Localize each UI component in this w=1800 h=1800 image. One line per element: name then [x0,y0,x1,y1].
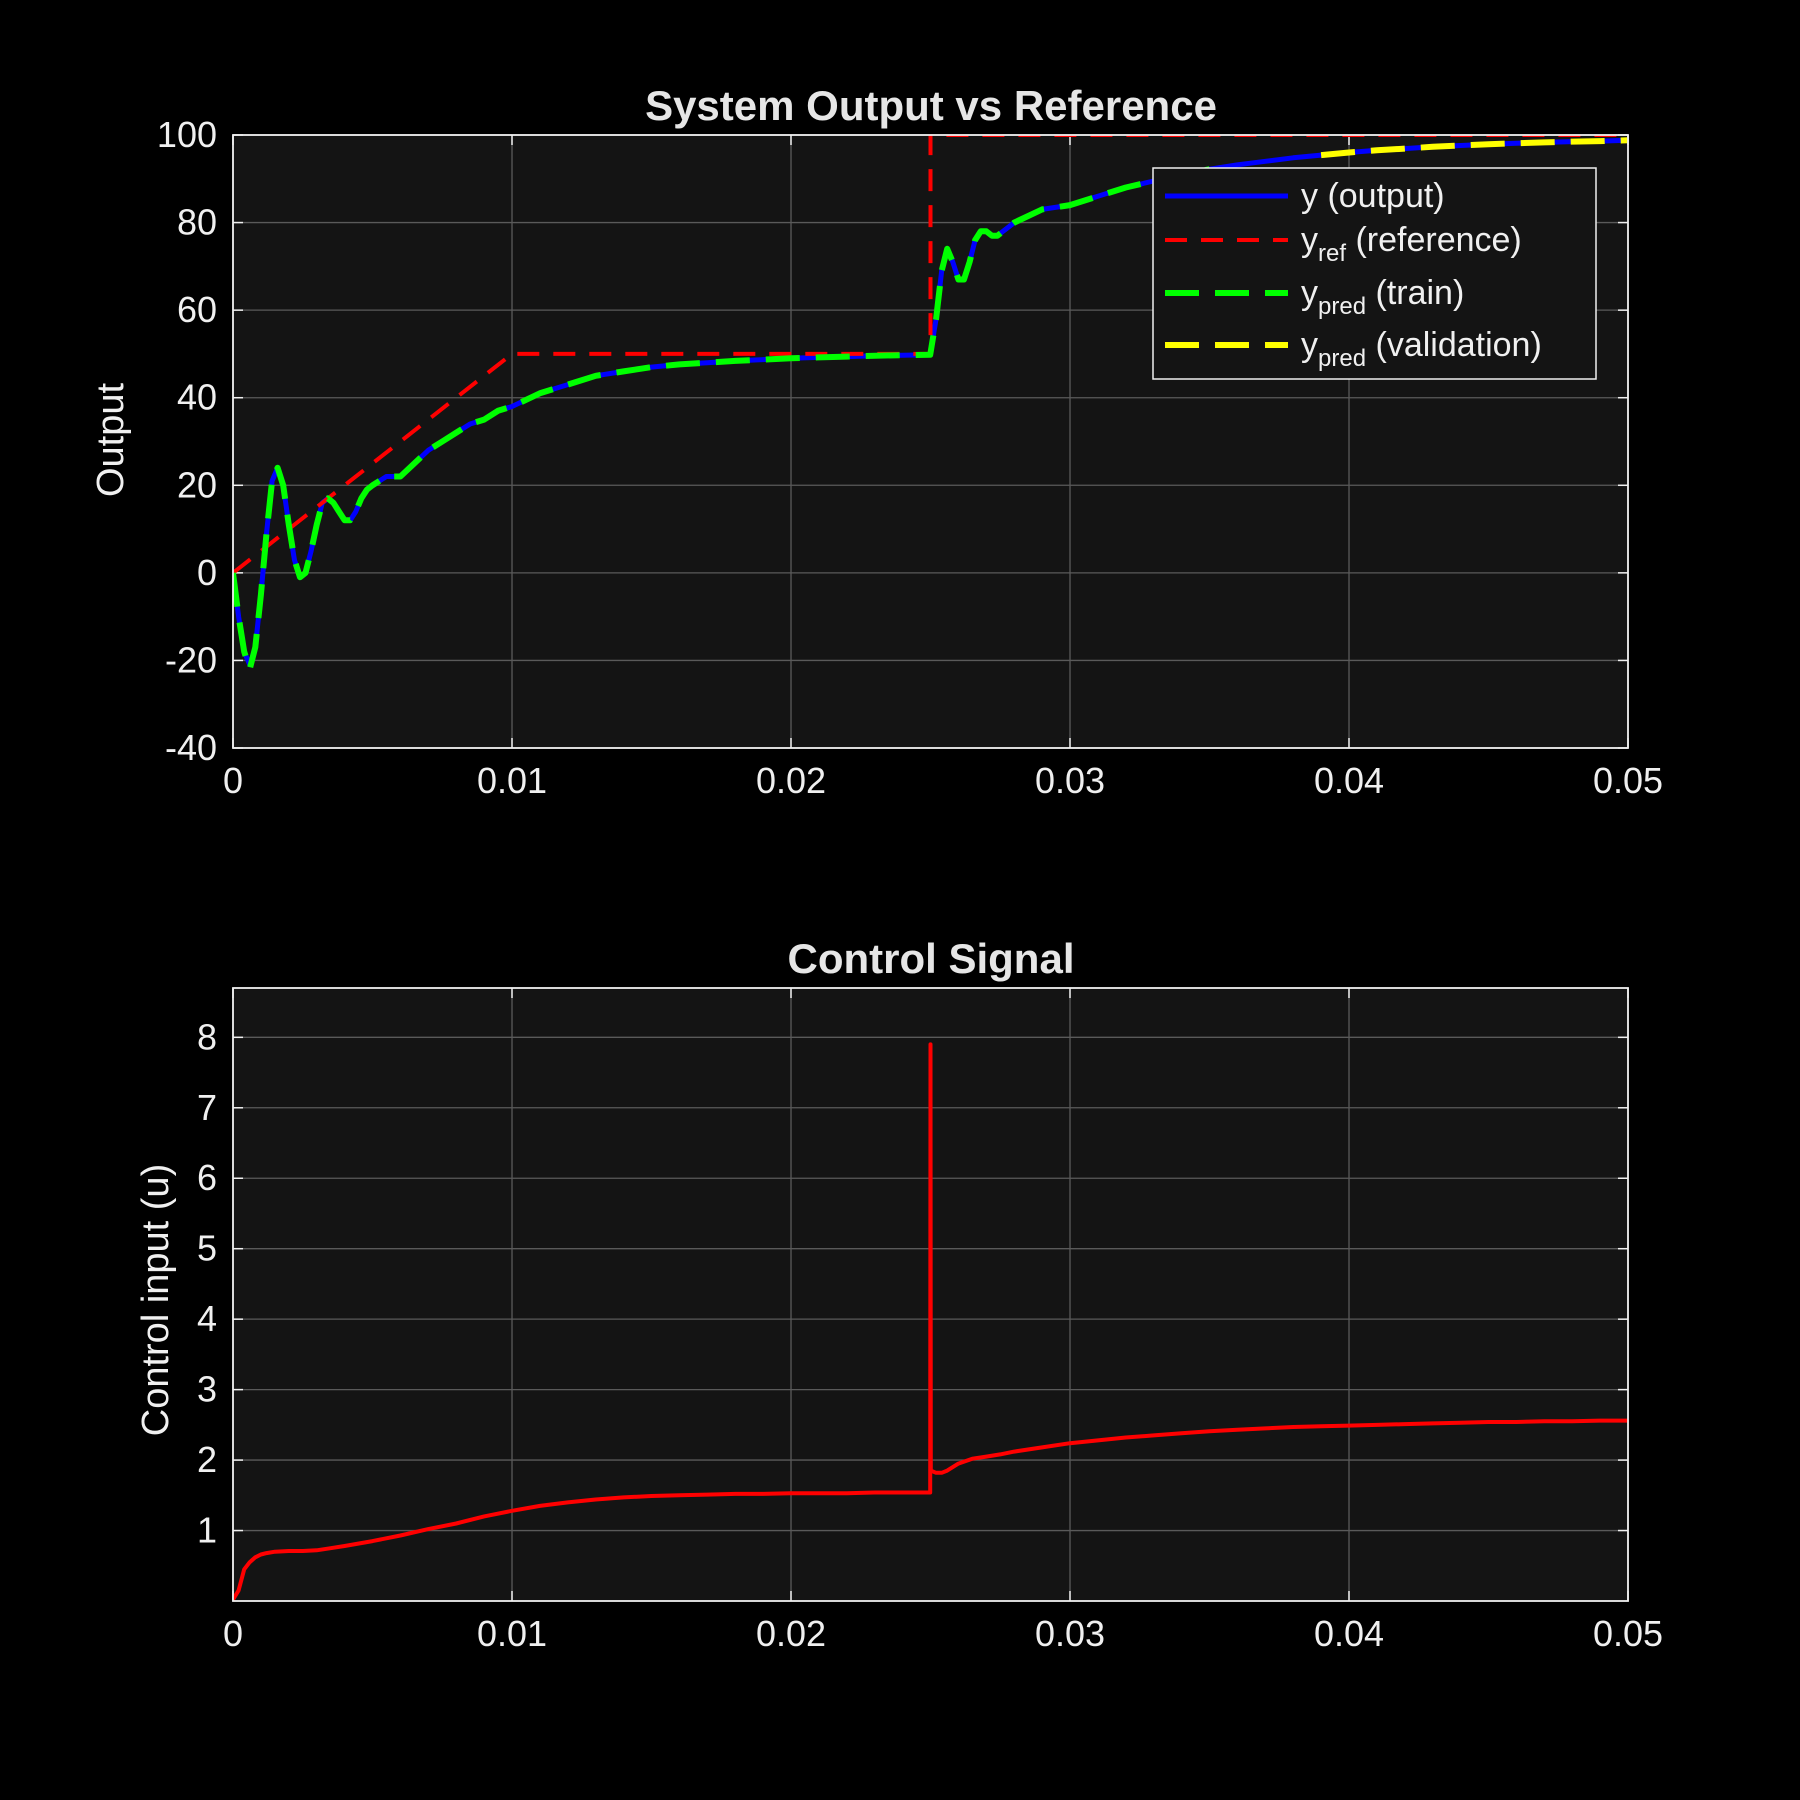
series-train-line [233,166,1211,673]
y-tick-label: 4 [197,1298,217,1339]
x-tick-label: 0.05 [1593,1613,1663,1654]
y-tick-label: 8 [197,1016,217,1057]
x-tick-label: 0.02 [756,760,826,801]
output-chart: System Output vs Reference Output 0 0.01 0… [90,82,1663,801]
legend-label-reference: yref (reference) [1301,221,1522,267]
output-chart-title: System Output vs Reference [645,82,1217,129]
y-tick-label: 20 [177,464,217,505]
series-group [233,135,1628,673]
y-tick-label: 2 [197,1439,217,1480]
y-tick-label: 60 [177,289,217,330]
y-tick-label: 1 [197,1510,217,1551]
control-chart-ylabel: Control input (u) [135,1164,177,1436]
axes-frame [232,987,1629,1602]
x-tick-label: 0 [223,1613,243,1654]
x-tick-label: 0 [223,760,243,801]
y-tick-label: 80 [177,202,217,243]
series-validation-line [1320,137,1628,159]
series-control-line [233,1042,1628,1601]
x-tick-label: 0.03 [1035,760,1105,801]
control-chart-title: Control Signal [788,935,1075,982]
x-tick-label: 0.03 [1035,1613,1105,1654]
legend-label-validation: ypred (validation) [1301,326,1542,372]
y-tick-label: 6 [197,1157,217,1198]
y-tick-label: 3 [197,1369,217,1410]
legend-label-output: y (output) [1301,177,1445,215]
output-chart-ylabel: Output [90,383,132,498]
axes-frame [232,134,1629,749]
series-group [233,1042,1628,1601]
y-tick-label: 0 [197,552,217,593]
y-tick-label: 100 [157,114,217,155]
x-tick-label: 0.01 [477,1613,547,1654]
y-tick-label: 40 [177,377,217,418]
y-tick-label: -40 [165,727,217,768]
y-tick-label: 7 [197,1087,217,1128]
legend: y (output) yref (reference) ypred (train) y… [1152,167,1597,380]
y-tick-label: 5 [197,1228,217,1269]
x-tick-label: 0.04 [1314,1613,1384,1654]
x-tick-label: 0.04 [1314,760,1384,801]
y-tick-label: -20 [165,639,217,680]
control-chart: Control Signal Control input (u) 0 0.01 0.… [135,935,1663,1654]
x-tick-label: 0.05 [1593,760,1663,801]
x-tick-label: 0.02 [756,1613,826,1654]
x-tick-label: 0.01 [477,760,547,801]
legend-label-train: ypred (train) [1301,274,1464,320]
